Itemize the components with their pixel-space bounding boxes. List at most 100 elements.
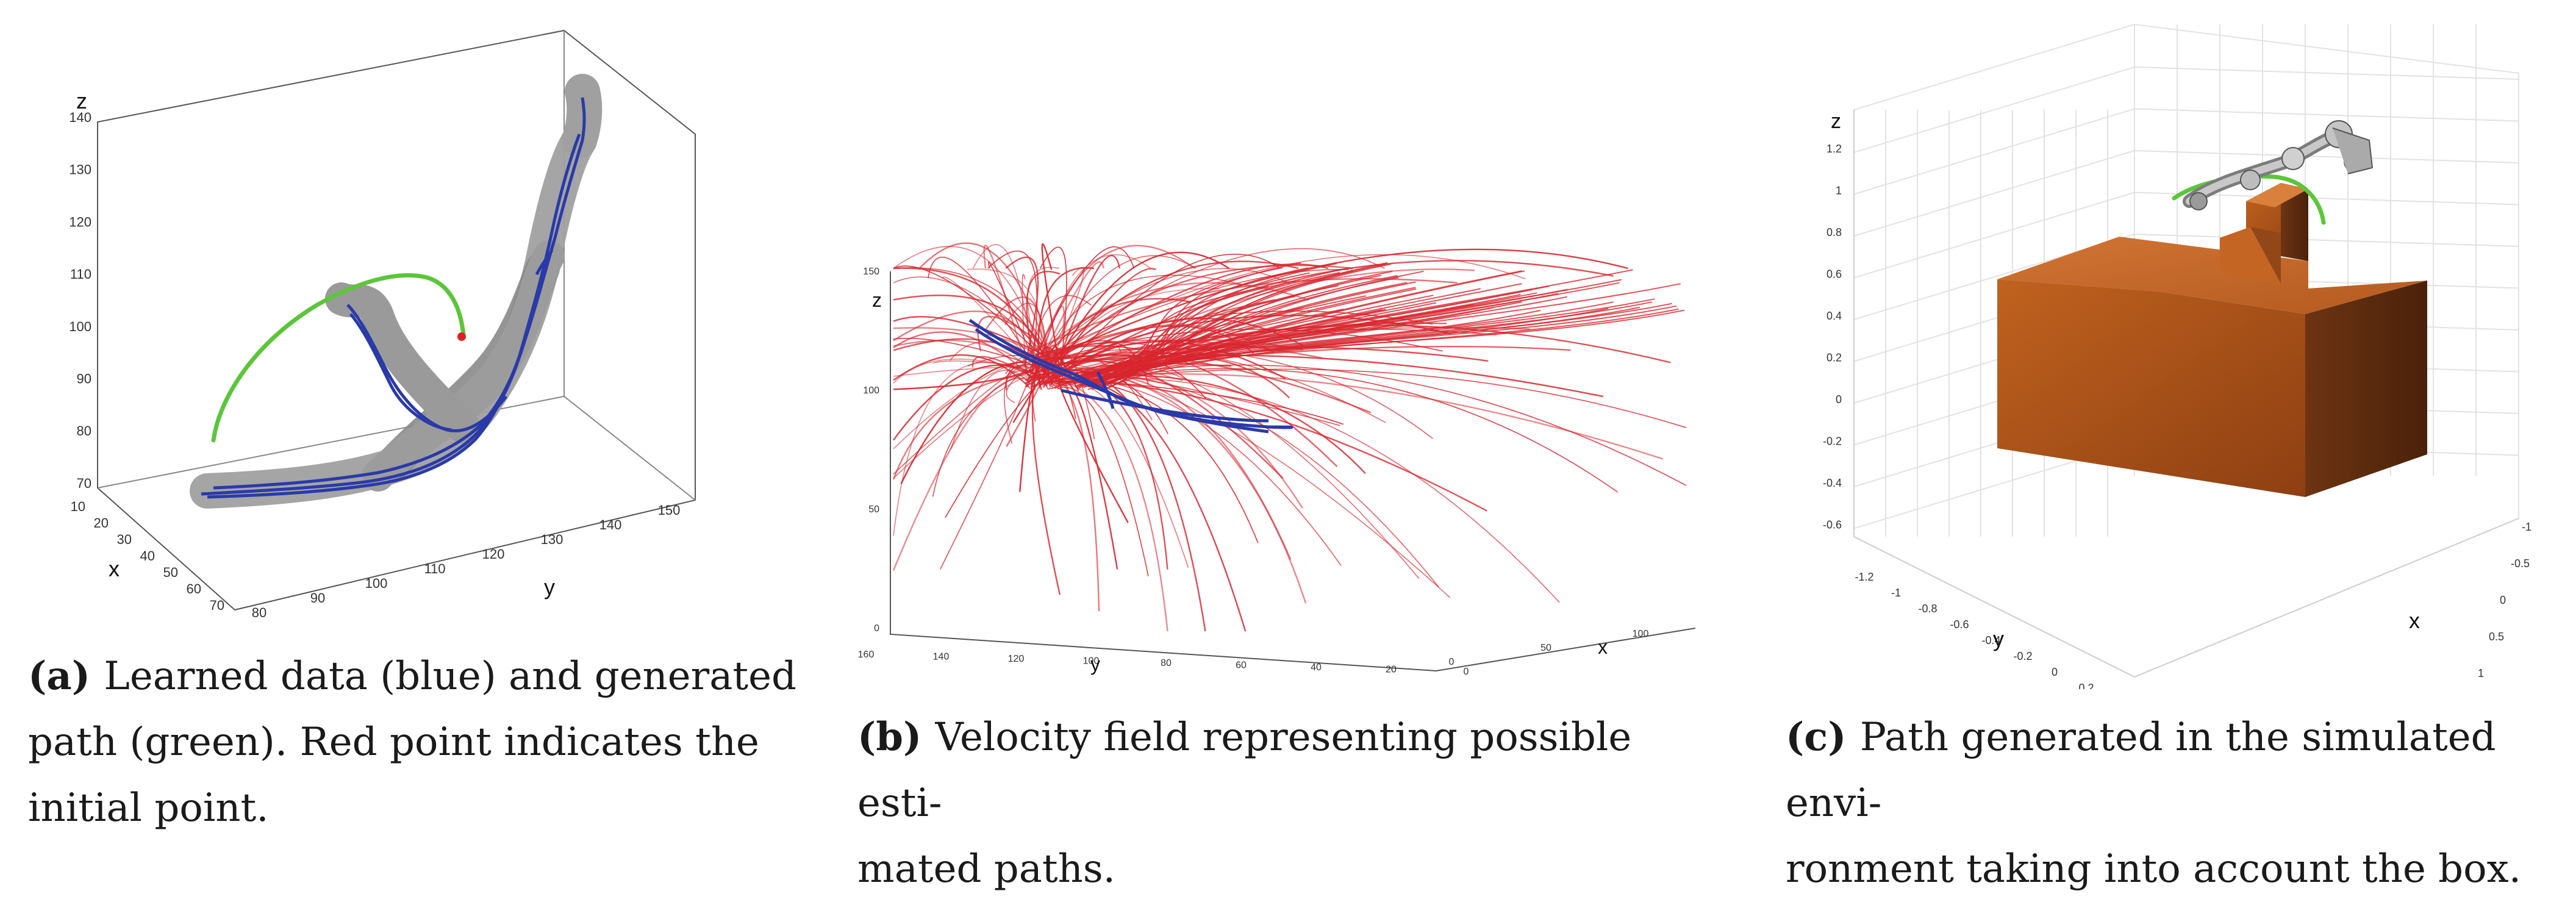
field-line	[1045, 274, 1243, 354]
z-axis-label: z	[76, 88, 87, 113]
y-ticks-label: -0.2	[2013, 650, 2032, 662]
z-ticks-label: 1	[1836, 185, 1842, 197]
z-ticks-label: 0.8	[1826, 226, 1842, 238]
field-line	[1039, 248, 1628, 363]
x-ticks-label: 0.5	[2489, 631, 2504, 643]
field-line	[1109, 305, 1676, 379]
panel-c: 1.2 1 0.8 0.6 0.4 0.2 0 -0.2 -0.4 -0.6 -1.2 -1 -0.8…	[1769, 0, 2576, 892]
y-ticks-label: 130	[541, 532, 564, 547]
z-ticks-label: 70	[77, 476, 91, 491]
field-line	[893, 267, 1051, 369]
y-ticks-label: 0.2	[2078, 682, 2094, 689]
x-axis-label: x	[109, 556, 120, 581]
y-ticks-label: -0.8	[1918, 603, 1937, 615]
plot-b-velocity-field: 150 100 50 0 160 140 120 100 80 60 40 20 0 0 50 100 z…	[858, 242, 1696, 677]
z-ticks-label: 50	[868, 504, 879, 515]
y-ticks-label: 40	[1311, 662, 1322, 673]
field-line	[940, 354, 1037, 570]
robot-arm	[2183, 120, 2374, 210]
z-ticks-label: 120	[69, 214, 91, 229]
field-line	[893, 310, 1040, 356]
z-axis-label: z	[872, 289, 882, 311]
field-line	[1043, 354, 1604, 398]
field-line	[1042, 260, 1299, 373]
z-ticks-label: 1.2	[1826, 143, 1842, 155]
caption-line-1: Path generated in the simulated envi-	[1786, 715, 2496, 826]
velocity-field-lines	[892, 242, 1687, 632]
x-ticks-label: 70	[210, 598, 224, 613]
field-line	[1103, 310, 1541, 384]
z-ticks-label: 100	[863, 385, 879, 396]
field-line	[1021, 274, 1026, 372]
field-line	[1025, 268, 1290, 374]
z-ticks-label: 0.6	[1826, 268, 1842, 281]
z-axis-ticks: 150 100 50 0	[863, 267, 879, 634]
z-ticks-label: 130	[69, 162, 91, 177]
x-axis-ticks: 0 50 100	[1449, 629, 1649, 667]
panel-a: 140 130 120 110 100 90 80 70 10 20 30 40 50 60 70 80 9…	[0, 0, 811, 840]
y-ticks-label: 140	[933, 652, 950, 662]
field-line	[1076, 299, 1275, 384]
field-line	[1049, 368, 1619, 493]
y-ticks-label: 80	[252, 605, 267, 620]
field-line	[987, 261, 1043, 382]
z-ticks-label: 80	[77, 423, 91, 438]
x-axis-label: x	[1598, 636, 1608, 658]
field-line	[983, 245, 1030, 379]
z-ticks-label: 0.4	[1826, 310, 1842, 322]
field-line	[1082, 285, 1269, 386]
caption-b: (b) Velocity field representing possible…	[857, 704, 1708, 902]
y-ticks-label: 120	[1008, 654, 1025, 664]
plot-c-simulated-environment: 1.2 1 0.8 0.6 0.4 0.2 0 -0.2 -0.4 -0.6 -1.2 -1 -0.8…	[1823, 23, 2531, 689]
caption-line-2: mated paths.	[857, 847, 1115, 892]
field-line	[1032, 245, 1195, 368]
y-ticks-label: 140	[599, 517, 622, 532]
x-ticks-label: -1	[2522, 521, 2531, 533]
y-ticks-label: 80	[1161, 658, 1172, 668]
field-line	[1092, 263, 1386, 382]
caption-line-3: initial point.	[28, 786, 269, 831]
caption-line-2: ronment taking into account the box.	[1786, 847, 2522, 892]
field-line	[1103, 293, 1559, 382]
caption-a: (a) Learned data (blue) and generated pa…	[28, 643, 796, 841]
x-ticks-label: 50	[163, 565, 178, 580]
z-axis-ticks: 1.2 1 0.8 0.6 0.4 0.2 0 -0.2 -0.4 -0.6	[1823, 143, 1842, 531]
field-line	[1039, 246, 1067, 370]
caption-label: (c)	[1786, 714, 1860, 760]
plot-a-3d-trajectories: 140 130 120 110 100 90 80 70 10 20 30 40 50 60 70 80 9…	[69, 29, 696, 620]
field-line	[1059, 382, 1129, 523]
y-axis-label: y	[544, 574, 555, 600]
field-line	[1083, 270, 1525, 388]
y-ticks-label: 100	[365, 576, 388, 591]
field-line	[1087, 301, 1614, 379]
x-ticks-label: 10	[71, 499, 85, 514]
field-line	[1107, 272, 1310, 379]
field-line	[950, 370, 1036, 450]
x-ticks-label: 20	[94, 515, 109, 531]
field-line	[892, 374, 1026, 480]
y-ticks-label: 90	[310, 590, 325, 606]
field-line	[1060, 364, 1687, 486]
y-ticks-label: -0.4	[1981, 634, 2000, 646]
field-line	[1047, 255, 1197, 359]
z-axis-label: z	[1831, 110, 1841, 133]
caption-line-1: Velocity field representing possible est…	[857, 715, 1632, 826]
obstacle-box	[1997, 183, 2427, 497]
z-ticks-label: 0	[874, 623, 879, 634]
caption-label: (a)	[28, 653, 104, 699]
field-line	[1054, 251, 1229, 366]
field-line	[928, 256, 1049, 390]
x-ticks-label: 0	[1449, 657, 1454, 667]
field-line	[1079, 267, 1283, 377]
field-line	[1049, 368, 1687, 428]
y-ticks-label: 110	[424, 561, 445, 576]
field-line	[1031, 295, 1092, 354]
y-ticks-label: 160	[858, 650, 875, 660]
field-line	[1041, 243, 1062, 378]
z-ticks-label: 140	[69, 110, 91, 125]
field-line	[971, 356, 1048, 387]
field-line	[892, 378, 1038, 571]
x-ticks-label: 50	[1540, 643, 1551, 653]
field-line	[1004, 370, 1062, 444]
field-line	[1091, 270, 1424, 390]
